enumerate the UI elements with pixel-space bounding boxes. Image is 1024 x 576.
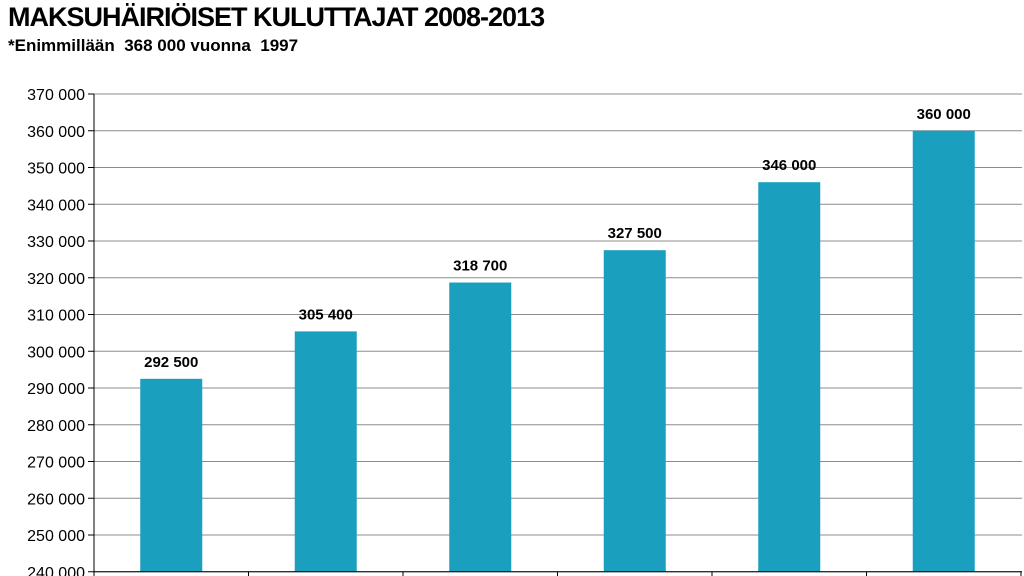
y-tick-label: 250 000 xyxy=(27,528,85,545)
data-label: 292 500 xyxy=(144,354,198,371)
labels: 240 000 250 000 260 000 270 000 280 000 290 0… xyxy=(27,87,971,576)
bar xyxy=(603,250,666,572)
axes xyxy=(88,93,1022,576)
data-label: 346 000 xyxy=(762,157,816,174)
y-tick-label: 350 000 xyxy=(27,161,85,178)
data-label: 305 400 xyxy=(299,306,353,323)
y-tick-label: 340 000 xyxy=(27,197,85,214)
y-tick-label: 320 000 xyxy=(27,271,85,288)
y-tick-label: 300 000 xyxy=(27,344,85,361)
bar xyxy=(449,282,512,572)
bars xyxy=(140,130,975,572)
y-tick-label: 270 000 xyxy=(27,455,85,472)
chart-title: MAKSUHÄIRIÖISET KULUTTAJAT 2008-2013 xyxy=(8,2,545,32)
chart-subtitle: *Enimmillään 368 000 vuonna 1997 xyxy=(8,36,299,55)
y-tick-label: 370 000 xyxy=(27,87,85,104)
data-label: 318 700 xyxy=(453,258,507,275)
data-label: 360 000 xyxy=(917,106,971,123)
y-tick-label: 260 000 xyxy=(27,491,85,508)
bar xyxy=(912,130,975,572)
bar xyxy=(294,331,357,572)
y-tick-label: 240 000 xyxy=(27,565,85,576)
y-tick-label: 290 000 xyxy=(27,381,85,398)
y-tick-label: 280 000 xyxy=(27,418,85,435)
y-tick-label: 360 000 xyxy=(27,124,85,141)
bar xyxy=(140,378,203,572)
data-label: 327 500 xyxy=(608,225,662,242)
gridlines xyxy=(94,93,1022,573)
y-tick-label: 310 000 xyxy=(27,308,85,325)
y-tick-label: 330 000 xyxy=(27,234,85,251)
bar xyxy=(758,182,821,572)
